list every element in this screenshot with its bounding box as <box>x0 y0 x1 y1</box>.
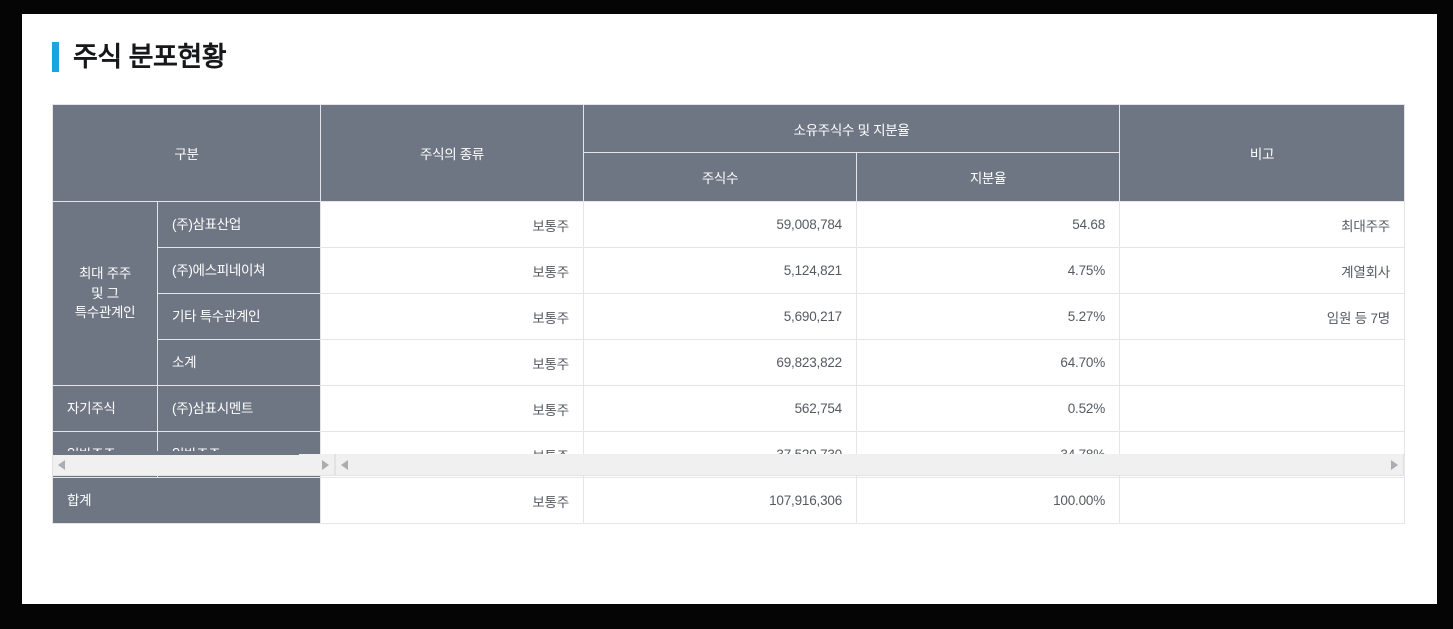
cell-remarks <box>1119 339 1406 386</box>
row-name: (주)삼표산업 <box>157 201 321 248</box>
rowgroup-label-treasury: 자기주식 <box>52 385 158 432</box>
page-title: 주식 분포현황 <box>52 41 227 72</box>
triangle-right-icon[interactable] <box>322 459 329 470</box>
cell-share-count: 69,823,822 <box>583 339 857 386</box>
total-label: 합계 <box>52 477 321 524</box>
triangle-left-icon[interactable] <box>341 459 348 470</box>
cell-share-type: 보통주 <box>320 201 584 248</box>
rowgroup-label-line-2: 및 그 <box>91 285 119 301</box>
table-row-total: 합계 보통주 107,916,306 100.00% <box>52 477 1406 524</box>
cell-ownership-ratio: 0.52% <box>855 385 1121 432</box>
cell-ownership-ratio: 5.27% <box>855 293 1121 340</box>
page-title-label: 주식 분포현황 <box>73 41 227 72</box>
table-header-row-1: 구분 주식의 종류 소유주식수 및 지분율 비고 <box>52 104 1406 202</box>
horizontal-scrollbar-right[interactable] <box>335 454 1404 476</box>
cell-share-count: 5,690,217 <box>583 293 857 340</box>
horizontal-scrollbar-zone <box>52 451 1404 476</box>
stock-distribution-table-wrap: 구분 주식의 종류 소유주식수 및 지분율 비고 주식수 지분율 최대 주주 <box>52 104 1406 524</box>
rowgroup-label-line-1: 최대 주주 <box>79 266 131 282</box>
triangle-right-icon[interactable] <box>1391 459 1398 470</box>
triangle-left-icon[interactable] <box>58 459 65 470</box>
header-share-count: 주식수 <box>583 152 857 202</box>
cell-share-count: 107,916,306 <box>583 477 857 524</box>
document-page: 주식 분포현황 구분 주식의 종류 소유주식수 및 지분율 <box>22 14 1437 604</box>
cell-remarks: 임원 등 7명 <box>1119 293 1406 340</box>
header-ownership-group: 소유주식수 및 지분율 <box>582 104 1121 153</box>
frame-edge-left <box>0 0 22 629</box>
horizontal-scrollbar-left[interactable] <box>52 451 335 476</box>
table-row: (주)에스피네이쳐 보통주 5,124,821 4.75% 계열회사 <box>53 247 1406 294</box>
table-header-row-2: 주식수 지분율 <box>53 152 1405 202</box>
header-remarks: 비고 <box>1119 104 1406 202</box>
cell-share-count: 59,008,784 <box>583 201 857 248</box>
table-row-treasury: 자기주식 (주)삼표시멘트 보통주 562,754 0.52% <box>52 385 1406 432</box>
cell-share-type: 보통주 <box>320 477 584 524</box>
cell-remarks <box>1119 477 1406 524</box>
table-body: 최대 주주 및 그 특수관계인 (주)삼표산업 보통주 59,008,784 5… <box>52 201 1406 524</box>
frame-edge-right <box>1437 0 1453 629</box>
title-accent-bar <box>52 42 59 72</box>
row-name: 기타 특수관계인 <box>157 293 321 340</box>
cell-ownership-ratio: 54.68 <box>855 201 1121 248</box>
header-division: 구분 <box>52 104 321 202</box>
cell-share-type: 보통주 <box>320 247 584 294</box>
frame-edge-top <box>0 0 1453 14</box>
cell-remarks: 계열회사 <box>1119 247 1406 294</box>
rowgroup-label-major-shareholder: 최대 주주 및 그 특수관계인 <box>52 201 158 386</box>
header-share-type: 주식의 종류 <box>320 104 584 202</box>
rowgroup-label-line-3: 특수관계인 <box>74 305 136 321</box>
row-name: (주)에스피네이쳐 <box>157 247 321 294</box>
cell-share-type: 보통주 <box>320 385 584 432</box>
cell-remarks: 최대주주 <box>1119 201 1406 248</box>
cell-ownership-ratio: 100.00% <box>855 477 1121 524</box>
table-row: 기타 특수관계인 보통주 5,690,217 5.27% 임원 등 7명 <box>53 293 1406 340</box>
table-header: 구분 주식의 종류 소유주식수 및 지분율 비고 주식수 지분율 <box>52 104 1406 202</box>
header-ownership-ratio: 지분율 <box>855 152 1121 202</box>
cell-share-count: 5,124,821 <box>583 247 857 294</box>
cell-share-type: 보통주 <box>320 293 584 340</box>
cell-ownership-ratio: 64.70% <box>855 339 1121 386</box>
stock-distribution-table: 구분 주식의 종류 소유주식수 및 지분율 비고 주식수 지분율 최대 주주 <box>52 104 1406 524</box>
scrollbar-thumb-left[interactable] <box>53 451 299 455</box>
cell-share-type: 보통주 <box>320 339 584 386</box>
table-row-subtotal: 소계 보통주 69,823,822 64.70% <box>53 339 1406 386</box>
cell-ownership-ratio: 4.75% <box>855 247 1121 294</box>
row-name: (주)삼표시멘트 <box>157 385 321 432</box>
cell-remarks <box>1119 385 1406 432</box>
cell-share-count: 562,754 <box>583 385 857 432</box>
row-name-subtotal: 소계 <box>157 339 321 386</box>
table-row: 최대 주주 및 그 특수관계인 (주)삼표산업 보통주 59,008,784 5… <box>52 201 1406 386</box>
frame-edge-bottom <box>0 604 1453 629</box>
